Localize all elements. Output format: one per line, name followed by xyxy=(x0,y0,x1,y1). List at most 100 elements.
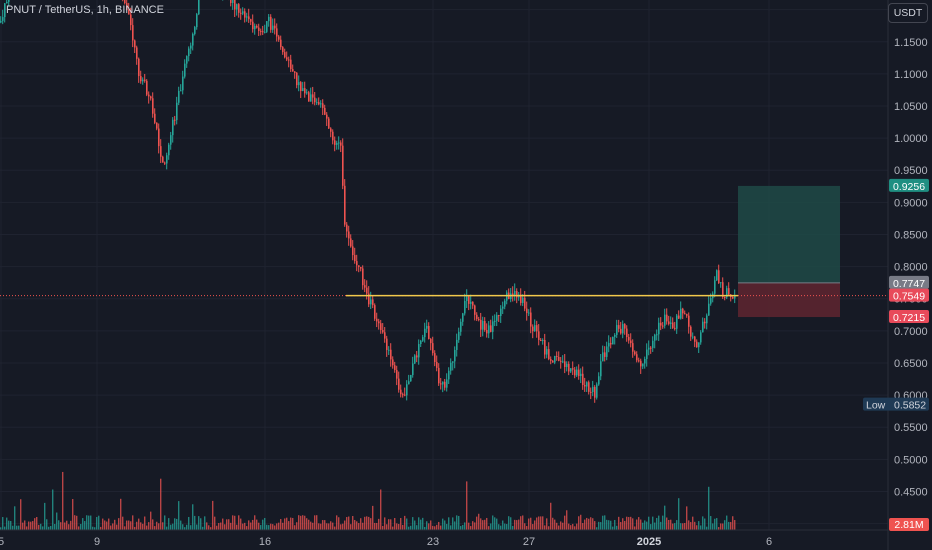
candle-body xyxy=(584,384,586,387)
candle-body xyxy=(686,314,688,316)
volume-bar xyxy=(652,516,654,530)
volume-bar xyxy=(136,521,138,530)
volume-bar xyxy=(506,523,508,530)
volume-bar xyxy=(400,518,402,530)
volume-bar xyxy=(666,517,668,530)
candle-body xyxy=(304,88,306,94)
volume-bar xyxy=(404,515,406,530)
volume-bar xyxy=(80,524,82,530)
volume-bar xyxy=(634,526,636,530)
candle-body xyxy=(522,297,524,303)
price-label-badge xyxy=(889,178,929,192)
volume-bar xyxy=(670,519,672,530)
candle-body xyxy=(252,21,254,30)
candle-body xyxy=(372,299,374,306)
candle-body xyxy=(4,3,6,18)
volume-bar xyxy=(492,515,494,530)
candle-body xyxy=(586,382,588,387)
volume-bar xyxy=(286,517,288,530)
candle-body xyxy=(232,0,234,4)
volume-bar xyxy=(636,519,638,530)
candle-body xyxy=(344,185,346,225)
volume-bar xyxy=(366,516,368,530)
volume-bar xyxy=(196,524,198,530)
candle-body xyxy=(694,336,696,342)
volume-bar xyxy=(522,515,524,530)
volume-bar xyxy=(474,522,476,530)
candle-body xyxy=(308,92,310,102)
candle-body xyxy=(242,11,244,14)
currency-button[interactable]: USDT xyxy=(888,3,928,23)
volume-bar xyxy=(406,518,408,530)
volume-bar xyxy=(596,527,598,530)
volume-bar xyxy=(668,519,670,530)
candle-body xyxy=(336,142,338,145)
candle-body xyxy=(410,375,412,382)
candle-body xyxy=(504,300,506,307)
volume-bar xyxy=(446,523,448,530)
volume-bar xyxy=(416,525,418,530)
volume-bar xyxy=(234,515,236,530)
volume-bar xyxy=(564,515,566,530)
candle-body xyxy=(342,145,344,186)
candle-body xyxy=(492,321,494,332)
candle-body xyxy=(594,386,596,398)
volume-bar xyxy=(160,478,162,530)
volume-bar xyxy=(232,515,234,530)
y-tick-label: 0.8000 xyxy=(894,262,928,274)
candle-body xyxy=(144,79,146,81)
symbol-title: PNUT / TetherUS, 1h, BINANCE xyxy=(6,4,164,16)
volume-bar xyxy=(316,515,318,530)
candle-body xyxy=(398,378,400,390)
volume-bar xyxy=(2,517,4,530)
candle-body xyxy=(186,56,188,64)
candle-body xyxy=(332,131,334,141)
volume-bar xyxy=(152,519,154,530)
volume-bar xyxy=(722,523,724,530)
volume-bar xyxy=(698,521,700,530)
candle-body xyxy=(722,282,724,297)
candle-body xyxy=(716,270,718,281)
candle-body xyxy=(380,323,382,330)
volume-bar xyxy=(114,519,116,530)
volume-bar xyxy=(578,516,580,530)
volume-bar xyxy=(98,515,100,530)
volume-bar xyxy=(20,499,22,530)
volume-bar xyxy=(178,501,180,530)
candle-body xyxy=(292,69,294,72)
candle-body xyxy=(648,347,650,350)
y-tick-label: 1.1000 xyxy=(894,69,928,81)
volume-bar xyxy=(466,481,468,530)
volume-bar xyxy=(618,516,620,530)
candle-body xyxy=(470,301,472,304)
candle-body xyxy=(430,339,432,344)
volume-bar xyxy=(24,520,26,530)
volume-bar xyxy=(30,521,32,530)
volume-bar xyxy=(582,523,584,530)
candle-body xyxy=(408,381,410,385)
candle-body xyxy=(450,362,452,371)
volume-bar xyxy=(510,517,512,530)
candle-body xyxy=(598,376,600,385)
candle-body xyxy=(426,325,428,329)
candle-body xyxy=(682,308,684,314)
price-label-text: 0.7549 xyxy=(893,291,925,303)
volume-bar xyxy=(278,522,280,530)
candle-body xyxy=(254,25,256,30)
volume-bar xyxy=(302,515,304,530)
volume-bar xyxy=(308,519,310,530)
volume-bar xyxy=(210,527,212,530)
volume-bar xyxy=(644,520,646,530)
volume-bar xyxy=(58,520,60,530)
volume-bar xyxy=(426,521,428,530)
volume-bar xyxy=(332,522,334,530)
candle-body xyxy=(596,384,598,398)
volume-bar xyxy=(594,521,596,530)
volume-bar xyxy=(56,512,58,530)
candle-body xyxy=(146,80,148,95)
candle-body xyxy=(570,368,572,372)
volume-bar xyxy=(94,527,96,530)
candle-body xyxy=(276,28,278,37)
